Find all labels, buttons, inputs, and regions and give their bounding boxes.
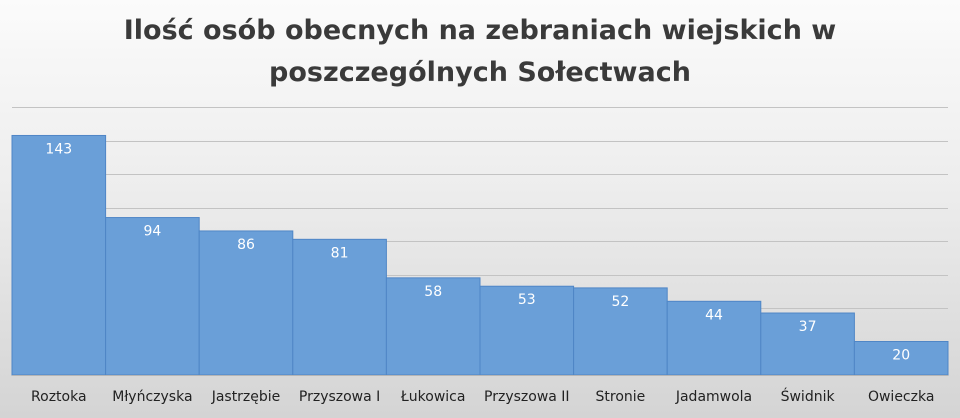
bar-10 xyxy=(853,341,949,376)
x-tick-label-6: Przyszowa II xyxy=(484,389,570,405)
x-tick-label-4: Przyszowa I xyxy=(299,389,380,405)
x-tick-label-10: Owieczka xyxy=(868,389,934,405)
data-label-2: 94 xyxy=(143,224,161,240)
bar-6 xyxy=(479,285,575,376)
data-label-5: 58 xyxy=(424,284,442,300)
data-label-4: 81 xyxy=(331,245,349,261)
bar-5 xyxy=(385,277,481,376)
x-tick-label-9: Świdnik xyxy=(781,387,836,405)
x-tick-label-7: Stronie xyxy=(596,389,646,405)
x-tick-label-8: Jadamwola xyxy=(675,389,752,405)
x-tick-label-1: Roztoka xyxy=(31,389,87,405)
chart-title: Ilość osób obecnych na zebraniach wiejsk… xyxy=(123,15,837,88)
x-tick-label-3: Jastrzębie xyxy=(211,389,281,405)
x-tick-label-2: Młyńczyska xyxy=(112,389,192,405)
bars xyxy=(11,134,949,376)
data-label-6: 53 xyxy=(518,292,536,308)
data-label-7: 52 xyxy=(611,294,629,310)
data-label-9: 37 xyxy=(799,319,817,335)
bar-3 xyxy=(198,230,294,376)
data-label-8: 44 xyxy=(705,307,723,323)
data-label-10: 20 xyxy=(892,348,910,364)
x-tick-label-5: Łukowica xyxy=(400,389,466,405)
bar-2 xyxy=(105,217,200,376)
x-axis-labels: Roztoka Młyńczyska Jastrzębie Przyszowa I Łu… xyxy=(31,387,934,405)
bar-7 xyxy=(573,287,668,376)
data-label-3: 86 xyxy=(237,237,255,253)
bar-9 xyxy=(760,312,855,376)
bar-1 xyxy=(11,134,107,376)
data-labels: 143 94 86 81 58 53 52 44 37 20 xyxy=(45,141,910,363)
bar-4 xyxy=(292,238,387,376)
data-label-1: 143 xyxy=(45,141,72,157)
